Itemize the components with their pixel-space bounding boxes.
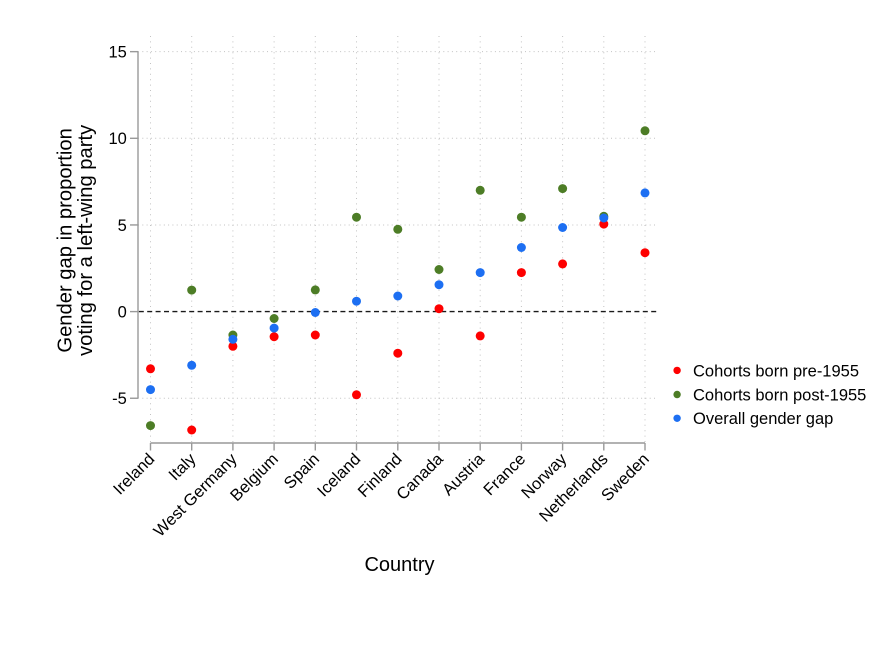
svg-text:Gender gap in proportion: Gender gap in proportion [54, 128, 76, 352]
svg-text:Country: Country [364, 554, 434, 576]
svg-text:Overall gender gap: Overall gender gap [693, 410, 833, 428]
svg-text:Cohorts born post-1955: Cohorts born post-1955 [693, 386, 866, 404]
svg-text:-5: -5 [112, 390, 127, 408]
svg-text:5: 5 [118, 217, 127, 235]
svg-text:Cohorts born pre-1955: Cohorts born pre-1955 [693, 362, 859, 380]
svg-text:15: 15 [108, 44, 126, 62]
svg-text:voting for a left-wing party: voting for a left-wing party [75, 124, 97, 356]
svg-text:0: 0 [118, 304, 127, 322]
svg-text:10: 10 [108, 130, 126, 148]
